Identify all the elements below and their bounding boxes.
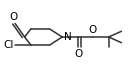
Text: O: O [74, 49, 82, 59]
Text: O: O [10, 12, 18, 22]
Text: Cl: Cl [3, 40, 14, 50]
Text: N: N [64, 32, 72, 42]
Text: O: O [89, 25, 97, 35]
